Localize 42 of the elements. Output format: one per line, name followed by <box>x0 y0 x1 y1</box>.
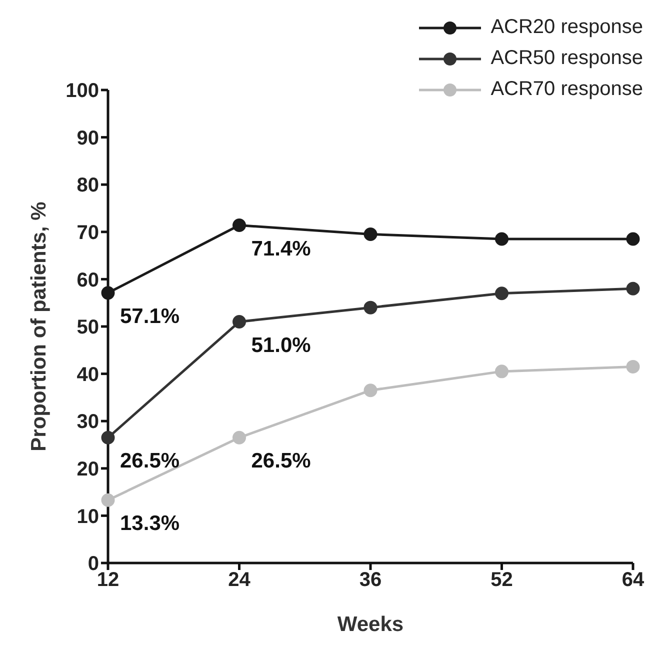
point <box>495 364 508 378</box>
point <box>364 384 378 398</box>
x-tick-label: 12 <box>96 569 120 592</box>
point <box>364 300 378 314</box>
point <box>101 286 115 300</box>
x-tick-label: 36 <box>359 569 382 592</box>
point <box>232 218 246 232</box>
y-tick-label: 50 <box>76 316 99 339</box>
point <box>626 232 640 246</box>
y-axis-title: Proportion of patients, % <box>27 201 50 452</box>
point <box>232 430 246 444</box>
legend-label: ACR70 response <box>490 78 643 101</box>
point <box>495 286 508 300</box>
point <box>101 430 115 444</box>
y-tick-label: 90 <box>76 127 99 150</box>
legend-label: ACR20 response <box>490 16 643 39</box>
data-label: 71.4% <box>251 237 312 260</box>
data-label: 51.0% <box>251 334 312 357</box>
data-label: 13.3% <box>120 512 180 536</box>
point <box>101 493 115 507</box>
y-tick-label: 10 <box>76 506 99 528</box>
point <box>626 360 640 374</box>
point <box>495 232 508 246</box>
y-tick-label: 20 <box>76 458 99 480</box>
y-tick-label: 60 <box>76 269 99 292</box>
y-tick-label: 70 <box>76 222 99 244</box>
y-tick-label: 30 <box>76 411 99 434</box>
point <box>364 228 378 242</box>
point <box>626 282 640 296</box>
data-label: 26.5% <box>120 450 180 473</box>
x-tick-label: 52 <box>490 569 513 592</box>
point <box>232 315 246 329</box>
x-axis-title: Weeks <box>337 613 404 636</box>
y-tick-label: 100 <box>66 80 99 102</box>
legend-label: ACR50 response <box>490 47 643 70</box>
data-label: 57.1% <box>120 304 180 328</box>
data-label: 26.5% <box>251 450 312 473</box>
x-tick-label: 24 <box>228 569 252 592</box>
y-tick-label: 80 <box>76 174 99 197</box>
y-tick-label: 0 <box>88 553 99 576</box>
y-tick-label: 40 <box>76 364 99 386</box>
x-tick-label: 64 <box>622 569 645 592</box>
